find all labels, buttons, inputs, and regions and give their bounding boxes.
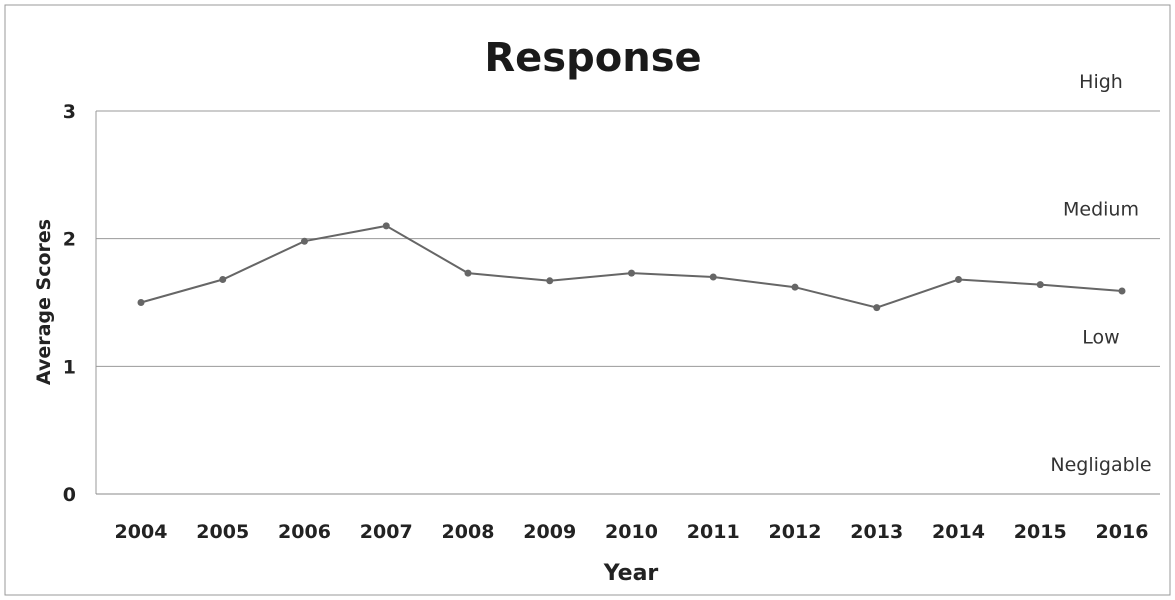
x-tick-label: 2004 [115,521,168,543]
x-tick-label: 2005 [196,521,249,543]
data-points [137,222,1126,312]
x-tick-labels: 2004 2005 2006 2007 2008 2009 2010 2011 2012 2013… [115,521,1149,543]
band-labels: High Medium Low Negligable [1050,71,1151,476]
data-point [628,269,635,277]
chart-border [4,4,1171,596]
y-tick-label: 1 [63,356,76,378]
x-tick-label: 2015 [1014,521,1067,543]
chart-title: Response [484,35,701,81]
x-tick-label: 2010 [605,521,658,543]
y-axis-label: Average Scores [33,219,55,385]
data-point [873,304,881,312]
x-tick-label: 2013 [850,521,903,543]
data-point [709,273,717,281]
y-tick-label: 0 [63,484,76,506]
x-tick-label: 2007 [360,521,413,543]
data-point [1118,287,1126,295]
x-tick-label: 2009 [523,521,576,543]
y-tick-label: 2 [63,229,76,251]
x-tick-label: 2008 [442,521,495,543]
band-label: Negligable [1050,454,1151,476]
data-point [955,276,962,284]
data-point [791,283,799,291]
x-tick-label: 2011 [687,521,740,543]
data-point [382,222,390,230]
x-axis-label: Year [603,561,659,586]
x-tick-label: 2016 [1096,521,1149,543]
data-point [301,237,308,245]
grid-lines [95,110,1160,495]
data-point [137,299,145,306]
x-tick-label: 2014 [932,521,985,543]
x-tick-label: 2006 [278,521,331,543]
data-point [546,277,554,285]
y-tick-label: 3 [63,101,76,123]
band-label: Medium [1063,199,1139,221]
data-point [464,269,472,277]
band-label: High [1079,71,1123,93]
data-point [219,276,227,284]
y-tick-labels: 0 1 2 3 [63,101,76,506]
x-tick-label: 2012 [769,521,822,543]
data-point [1036,281,1044,289]
series-line [140,224,1123,309]
band-label: Low [1082,326,1119,348]
